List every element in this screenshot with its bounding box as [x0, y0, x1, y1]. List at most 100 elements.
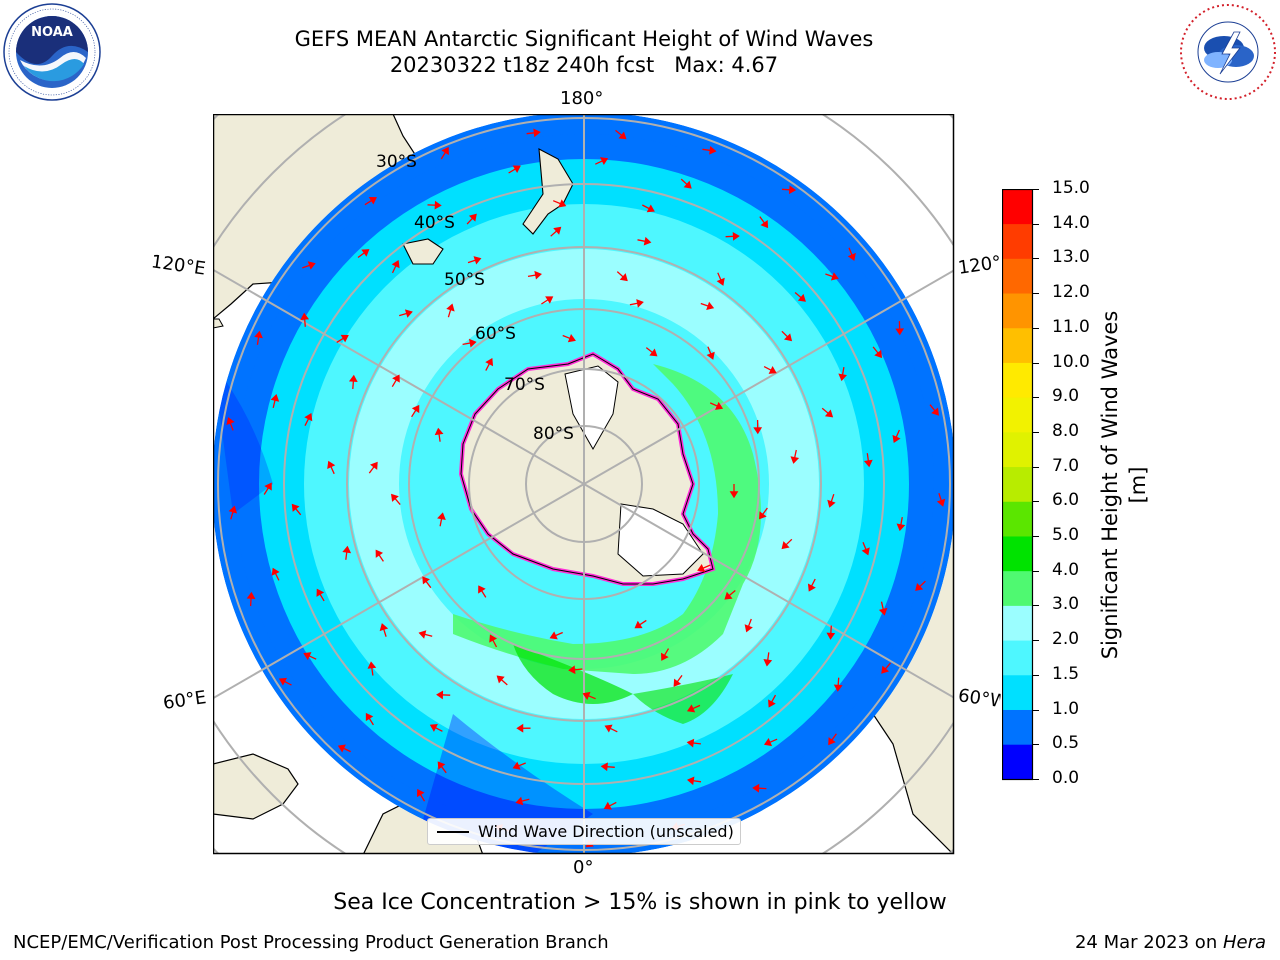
wave-arrow-head — [706, 351, 715, 360]
wave-arrow-head — [643, 236, 652, 246]
polar-map — [213, 114, 955, 855]
colorbar-tick-label: 11.0 — [1052, 316, 1090, 337]
map-frame — [213, 114, 955, 855]
lon-label-left-upper: 120°E — [149, 251, 207, 280]
wave-arrow-head — [619, 273, 628, 282]
wave-arrow-head — [375, 549, 384, 558]
wave-arrow-head — [683, 180, 692, 189]
colorbar — [1002, 189, 1034, 781]
wave-arrow-head — [515, 796, 524, 806]
wave-arrow-head — [549, 631, 558, 640]
noaa-logo-text: NOAA — [31, 25, 73, 40]
lat-label-60: 60°S — [475, 324, 516, 344]
wave-arrow-head — [327, 460, 336, 469]
wave-arrow-head — [567, 334, 576, 343]
wave-arrow-head — [271, 567, 280, 576]
wave-arrow-head — [254, 330, 263, 339]
colorbar-tick-label: 10.0 — [1052, 351, 1090, 372]
wave-arrow-head — [896, 523, 906, 532]
colorbar-tick-label: 14.0 — [1052, 212, 1090, 233]
colorbar-cell — [1002, 431, 1033, 468]
wave-arrow-head — [768, 366, 777, 374]
wave-arrow-head — [307, 261, 316, 270]
colorbar-tick — [1033, 779, 1039, 780]
lon-label-right-upper: 120°W — [956, 252, 1002, 279]
wave-arrow-head — [478, 585, 486, 594]
wave-arrow-head — [599, 157, 609, 166]
wave-arrow-head — [496, 675, 505, 684]
colorbar-tick-label: 12.0 — [1052, 282, 1090, 303]
wave-arrow-head — [246, 591, 256, 600]
wave-arrow-head — [673, 678, 682, 687]
noaa-logo-icon: NOAA — [3, 3, 101, 101]
colorbar-tick — [1033, 258, 1039, 260]
weddell-ice-shelf — [617, 503, 704, 577]
wave-arrow-head — [391, 260, 400, 269]
wave-arrow-head — [881, 665, 890, 674]
wave-arrow-head — [709, 146, 717, 155]
wave-arrow-head — [827, 499, 836, 508]
colorbar-tick-label: 3.0 — [1052, 594, 1080, 615]
colorbar-cell — [1002, 674, 1033, 710]
wave-arrow-head — [936, 498, 946, 507]
wave-arrow-head — [768, 699, 776, 708]
wave-arrow-head — [516, 723, 524, 733]
wave-arrow-head — [744, 624, 753, 633]
wave-arrow-head — [636, 299, 644, 308]
colorbar-cell — [1002, 640, 1033, 676]
colorbar-cell — [1002, 466, 1033, 502]
wave-arrow-head — [342, 545, 352, 554]
wave-arrow-head — [468, 338, 477, 348]
wave-arrow-head — [604, 724, 613, 733]
wave-arrow-head — [340, 334, 349, 343]
wave-arrow-head — [485, 358, 494, 367]
colorbar-tick-label: 2.0 — [1052, 629, 1080, 650]
colorbar-tick — [1033, 640, 1039, 642]
wave-arrow-head — [828, 737, 836, 746]
wave-arrow-head — [270, 394, 280, 402]
wave-arrow-head — [874, 349, 883, 359]
wave-arrow-head — [716, 277, 725, 286]
wave-arrow-head — [603, 801, 612, 810]
wave-arrow-head — [752, 783, 760, 793]
wave-arrow-head — [824, 409, 834, 418]
wave-arrow-head — [781, 541, 790, 550]
wave-arrow-head — [863, 459, 873, 468]
wave-arrow-head — [826, 632, 836, 640]
wave-arrow-head — [763, 738, 773, 747]
wave-arrow-head — [437, 512, 446, 520]
wave-arrow-head — [441, 146, 449, 156]
wave-arrow-head — [264, 482, 272, 491]
wave-arrow-head — [830, 272, 839, 281]
wave-area-green — [453, 364, 761, 674]
wave-arrow-head — [361, 249, 370, 257]
wave-arrow-head — [797, 293, 806, 302]
lon-label-right-lower: 60°W — [956, 685, 1002, 712]
colorbar-cell — [1002, 223, 1033, 259]
wave-arrow-head — [833, 684, 843, 692]
wave-arrow-head — [878, 607, 888, 616]
wave-arrow-head — [304, 413, 313, 422]
lon-label-bottom: 0° — [573, 857, 594, 878]
longitude-grid — [213, 114, 954, 854]
wave-arrow-head — [847, 252, 856, 261]
wave-arrow-head — [686, 738, 695, 748]
colorbar-tick — [1033, 189, 1039, 190]
lat-label-40: 40°S — [414, 213, 455, 233]
wave-arrow-head — [545, 296, 554, 304]
colorbar-tick — [1033, 709, 1039, 711]
lon-label-top: 180° — [560, 88, 604, 109]
wave-arrow-head — [729, 491, 739, 499]
wave-arrow-head — [303, 652, 312, 661]
wave-arrow-head — [429, 724, 438, 732]
new-zealand-land — [522, 148, 574, 235]
colorbar-tick — [1033, 605, 1039, 607]
wave-arrow-head — [618, 131, 627, 140]
tasmania-land — [402, 238, 444, 265]
wave-arrow-head — [758, 511, 767, 520]
wave-arrow-head — [348, 374, 358, 383]
wave-arrow-head — [634, 620, 643, 629]
wave-arrow-head — [411, 404, 420, 414]
legend-line-icon — [437, 831, 469, 833]
wave-arrow-head — [370, 461, 378, 470]
